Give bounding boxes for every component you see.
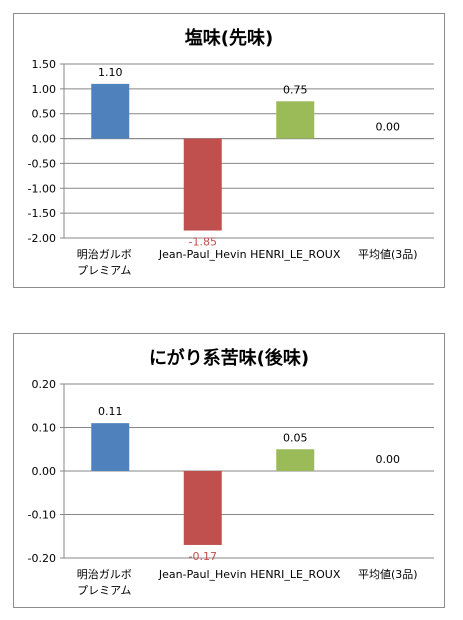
y-tick-label: 1.50	[32, 58, 57, 71]
category-label: 平均値(3品)	[358, 568, 418, 581]
category-label: HENRI_LE_ROUX	[250, 568, 341, 581]
y-tick-label: 0.50	[32, 108, 57, 121]
bar	[91, 423, 130, 471]
data-label: 0.11	[98, 405, 123, 418]
y-tick-label: 0.10	[32, 422, 57, 435]
y-tick-label: 1.00	[32, 83, 57, 96]
y-tick-label: 0.20	[32, 378, 57, 391]
data-label: 0.00	[376, 121, 401, 134]
chart-title: 塩味(先味)	[184, 28, 274, 49]
data-label: 0.75	[283, 83, 308, 96]
y-tick-label: -0.50	[28, 157, 56, 170]
data-label: 0.00	[376, 453, 401, 466]
chart-plot: 1.50 1.00 0.50 0.00 -0.50 -1.00 -1.50 -2.00 1.10…	[28, 58, 434, 277]
data-label: 0.05	[283, 431, 308, 444]
category-label: 平均値(3品)	[358, 248, 418, 261]
data-label: 1.10	[98, 66, 123, 79]
y-tick-label: 0.00	[32, 465, 57, 478]
data-label: -1.85	[189, 236, 217, 249]
y-tick-label: -1.50	[28, 207, 56, 220]
bar	[183, 471, 222, 545]
data-label: -0.17	[189, 550, 217, 563]
bar	[91, 83, 130, 139]
category-label: Jean-Paul_Hevin	[158, 568, 247, 581]
category-label: プレミアム	[77, 264, 131, 277]
y-tick-label: 0.00	[32, 133, 57, 146]
category-label: HENRI_LE_ROUX	[250, 248, 341, 261]
bar	[183, 138, 222, 231]
bar	[276, 449, 315, 471]
chart-bitter-taste: にがり系苦味(後味) 0.20 0.10 0.00 -0.10 -0.20 0.11 明治ガ…	[13, 333, 445, 608]
category-label: 明治ガルボ	[77, 247, 132, 261]
y-tick-label: -0.20	[28, 552, 56, 565]
category-label: プレミアム	[77, 584, 131, 597]
y-tick-label: -2.00	[28, 232, 56, 245]
category-label: Jean-Paul_Hevin	[158, 248, 247, 261]
chart-title: にがり系苦味(後味)	[148, 348, 310, 369]
bar	[276, 101, 315, 139]
category-label: 明治ガルボ	[77, 567, 132, 581]
y-tick-label: -0.10	[28, 509, 56, 522]
chart-salty-taste: 塩味(先味) 1.50 1.00 0.50 0.00 -0.50 -1.00 -1.50 -2…	[13, 13, 445, 288]
y-tick-label: -1.00	[28, 182, 56, 195]
